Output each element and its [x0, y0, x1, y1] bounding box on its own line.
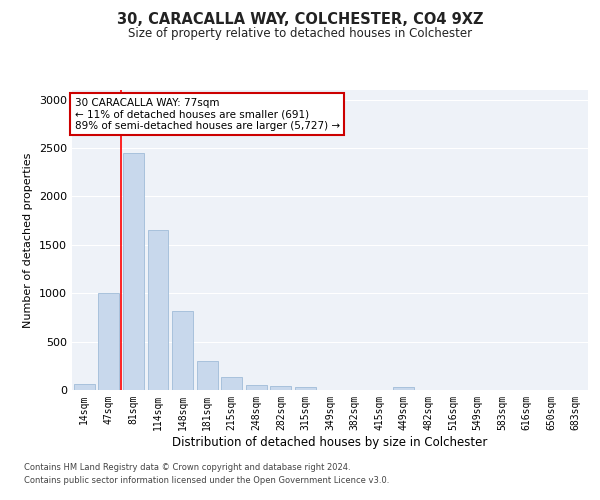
Bar: [271, 386, 292, 390]
Bar: [197, 361, 218, 390]
Bar: [246, 384, 267, 390]
Bar: [148, 230, 169, 390]
Text: 30, CARACALLA WAY, COLCHESTER, CO4 9XZ: 30, CARACALLA WAY, COLCHESTER, CO4 9XZ: [117, 12, 483, 28]
Bar: [172, 310, 193, 390]
Bar: [295, 387, 316, 390]
Text: Size of property relative to detached houses in Colchester: Size of property relative to detached ho…: [128, 28, 472, 40]
Bar: [98, 293, 119, 390]
Bar: [393, 386, 414, 390]
Text: Distribution of detached houses by size in Colchester: Distribution of detached houses by size …: [172, 436, 488, 449]
Text: 30 CARACALLA WAY: 77sqm
← 11% of detached houses are smaller (691)
89% of semi-d: 30 CARACALLA WAY: 77sqm ← 11% of detache…: [74, 98, 340, 130]
Bar: [123, 153, 144, 390]
Y-axis label: Number of detached properties: Number of detached properties: [23, 152, 34, 328]
Text: Contains public sector information licensed under the Open Government Licence v3: Contains public sector information licen…: [24, 476, 389, 485]
Text: Contains HM Land Registry data © Crown copyright and database right 2024.: Contains HM Land Registry data © Crown c…: [24, 464, 350, 472]
Bar: [221, 378, 242, 390]
Bar: [74, 384, 95, 390]
